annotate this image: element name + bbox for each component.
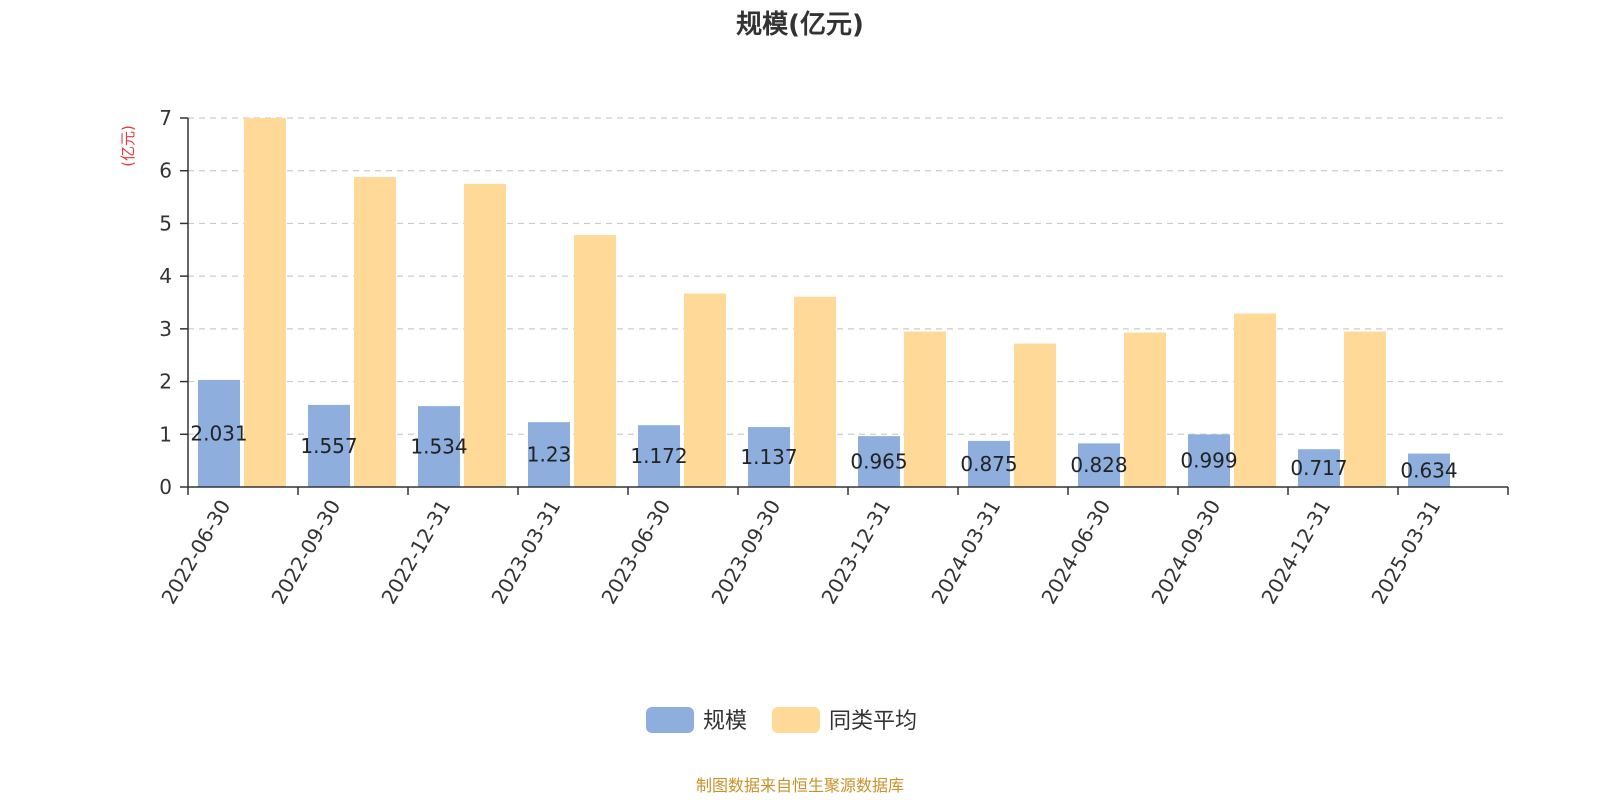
x-tick-label: 2023-06-30 <box>596 496 675 609</box>
legend-swatch-peer-average[interactable] <box>772 707 820 733</box>
bar-peer-average <box>1124 332 1166 487</box>
x-tick-label: 2022-12-31 <box>376 496 455 609</box>
legend-label-scale[interactable]: 规模 <box>703 709 747 734</box>
data-labels: 2.031 1.557 1.534 1.23 1.172 1.137 0.965 0.875 0… <box>190 421 1457 482</box>
bar-scale <box>1298 449 1340 487</box>
grid-lines <box>188 117 1508 435</box>
chart-title: 规模(亿元) <box>736 10 864 40</box>
x-tick-label: 2023-03-31 <box>486 496 565 609</box>
bar-peer-average <box>354 177 396 488</box>
data-label: 1.23 <box>527 443 572 467</box>
bar-peer-average <box>684 293 726 487</box>
y-tick-label: 5 <box>159 211 172 235</box>
x-tick-label: 2023-12-31 <box>816 496 895 609</box>
data-label: 0.828 <box>1070 453 1127 477</box>
bar-scale <box>198 379 240 487</box>
y-tick-label: 2 <box>159 370 172 394</box>
bar-scale <box>418 406 460 487</box>
bar-peer-average <box>574 235 616 487</box>
source-note: 制图数据来自恒生聚源数据库 <box>696 776 904 795</box>
bar-scale <box>858 436 900 487</box>
bar-scale <box>1408 453 1450 487</box>
bar-peer-average <box>1234 313 1276 487</box>
data-label: 0.875 <box>960 452 1017 476</box>
bar-peer-average <box>464 183 506 487</box>
bar-scale <box>1188 434 1230 487</box>
bar-peer-average <box>1014 343 1056 487</box>
data-label: 1.557 <box>300 434 357 458</box>
data-label: 1.534 <box>410 435 467 459</box>
x-tick-label: 2023-09-30 <box>706 496 785 609</box>
bar-peer-average <box>244 118 286 487</box>
y-tick-label: 4 <box>159 264 172 288</box>
x-tick-label: 2022-06-30 <box>156 496 235 609</box>
data-label: 0.965 <box>850 450 907 474</box>
bar-scale <box>968 440 1010 487</box>
bar-peer-average <box>1344 331 1386 487</box>
y-tick-label: 1 <box>159 422 172 446</box>
x-tick-label: 2024-06-30 <box>1036 496 1115 609</box>
x-tick-label: 2025-03-31 <box>1366 496 1445 609</box>
y-tick-label: 3 <box>159 317 172 341</box>
data-label: 1.172 <box>630 444 687 468</box>
data-label: 0.999 <box>1180 449 1237 473</box>
data-label: 0.634 <box>1400 458 1457 482</box>
x-tick-label: 2024-12-31 <box>1256 496 1335 609</box>
bar-peer-average <box>904 331 946 487</box>
x-tick-label: 2022-09-30 <box>266 496 345 609</box>
y-tick-label: 6 <box>159 159 172 183</box>
legend[interactable]: 规模 同类平均 <box>646 707 917 734</box>
bars <box>198 118 1450 488</box>
y-tick-label: 0 <box>159 475 172 499</box>
x-tick-label: 2024-09-30 <box>1146 496 1225 609</box>
bar-scale <box>638 425 680 487</box>
bar-scale <box>528 422 570 487</box>
y-axis-label: (亿元) <box>119 125 137 167</box>
x-tick-label: 2024-03-31 <box>926 496 1005 609</box>
bar-scale <box>748 427 790 487</box>
bar-scale <box>1078 443 1120 487</box>
legend-swatch-scale[interactable] <box>646 707 694 733</box>
legend-label-peer-average[interactable]: 同类平均 <box>829 709 917 734</box>
bar-peer-average <box>794 296 836 487</box>
data-label: 2.031 <box>190 421 247 445</box>
bar-scale <box>308 404 350 487</box>
y-tick-label: 7 <box>159 106 172 130</box>
data-label: 0.717 <box>1290 456 1347 480</box>
data-label: 1.137 <box>740 445 797 469</box>
